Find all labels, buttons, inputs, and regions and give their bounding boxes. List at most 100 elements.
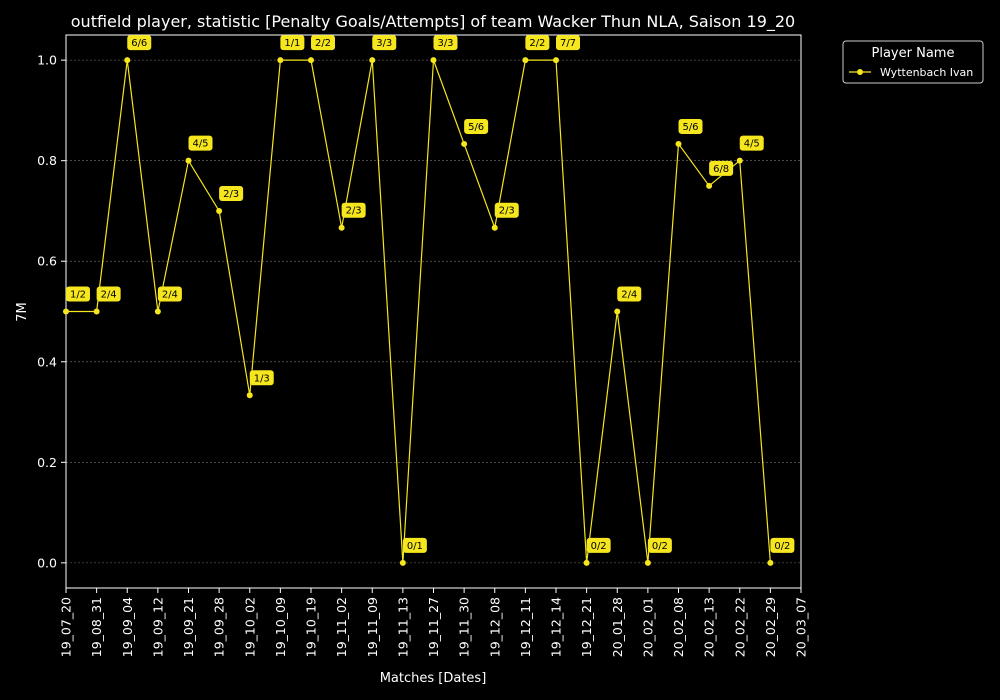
- data-label-box: [586, 537, 611, 553]
- data-point: [461, 140, 468, 147]
- data-label-box: [494, 202, 519, 218]
- data-label: 2/2: [315, 38, 331, 49]
- x-tick-label: 19_09_04: [120, 597, 135, 657]
- data-label-box: [402, 537, 427, 553]
- x-axis-label: Matches [Dates]: [380, 671, 487, 686]
- data-label: 0/1: [407, 541, 423, 552]
- data-label: 1/1: [284, 38, 300, 49]
- data-label-box: [678, 118, 703, 134]
- data-label: 1/2: [70, 290, 86, 301]
- data-label-box: [249, 370, 274, 386]
- data-point: [124, 57, 131, 64]
- data-label: 3/3: [376, 38, 392, 49]
- x-tick-label: 19_11_02: [334, 597, 349, 657]
- data-point: [185, 157, 192, 164]
- data-label: 7/7: [560, 38, 576, 49]
- data-point: [553, 57, 559, 64]
- grid: [66, 59, 801, 564]
- series-line: [66, 59, 771, 563]
- x-tick-label: 19_10_19: [304, 597, 319, 657]
- x-tick-label: 20_02_22: [732, 597, 747, 657]
- data-label-box: [341, 202, 366, 218]
- y-tick-label: 0.6: [37, 254, 57, 269]
- data-label-box: [66, 286, 90, 302]
- x-tick-label: 20_01_28: [610, 597, 625, 657]
- data-point: [614, 308, 621, 315]
- annotations: 1/2 2/4 6/6 2/4 4/5 2/3 1/3 1/1 2/2 2/3 3/3 0/1 3/3 5…: [66, 35, 795, 553]
- x-tick-label: 20_03_07: [794, 597, 809, 657]
- data-point: [736, 157, 743, 164]
- data-point: [430, 57, 437, 64]
- y-axis: 0.0 0.2 0.4 0.6 0.8 1.0: [37, 53, 66, 570]
- data-point: [491, 224, 498, 231]
- data-label-box: [127, 35, 152, 51]
- x-tick-label: 20_02_01: [640, 597, 655, 657]
- x-tick-label: 19_12_14: [549, 597, 564, 657]
- data-label-box: [372, 35, 397, 51]
- x-tick-label: 19_12_08: [487, 597, 502, 657]
- data-point: [93, 308, 100, 315]
- data-label: 6/6: [131, 38, 147, 49]
- chart-title: outfield player, statistic [Penalty Goal…: [71, 12, 795, 32]
- y-tick-label: 0.4: [37, 354, 57, 369]
- data-label-box: [556, 35, 580, 51]
- x-tick-label: 19_08_31: [89, 597, 104, 657]
- data-label-box: [464, 118, 489, 134]
- data-label-box: [647, 537, 672, 553]
- y-tick-label: 1.0: [37, 53, 57, 68]
- data-point: [154, 308, 161, 315]
- data-label: 3/3: [437, 38, 453, 49]
- data-point: [338, 224, 345, 231]
- x-tick-label: 20_02_08: [671, 597, 686, 657]
- data-point: [706, 182, 713, 189]
- data-label: 4/5: [192, 139, 208, 150]
- x-tick-label: 19_10_02: [242, 597, 257, 657]
- y-tick-label: 0.0: [37, 555, 57, 570]
- x-tick-label: 19_11_09: [365, 597, 380, 657]
- data-label: 4/5: [744, 139, 760, 150]
- data-label-box: [433, 35, 458, 51]
- data-label: 6/8: [713, 164, 729, 175]
- data-point: [277, 57, 284, 64]
- data-label-box: [157, 286, 182, 302]
- data-label-box: [96, 286, 121, 302]
- data-point: [583, 559, 590, 566]
- x-tick-label: 20_02_13: [702, 597, 717, 657]
- data-label: 2/3: [346, 206, 362, 217]
- x-tick-label: 19_11_13: [395, 597, 410, 657]
- series-layer: [63, 57, 774, 566]
- data-point: [369, 57, 376, 64]
- data-label-box: [525, 35, 550, 51]
- y-tick-label: 0.2: [37, 455, 57, 470]
- x-tick-label: 19_10_09: [273, 597, 288, 657]
- data-point: [399, 559, 406, 566]
- x-tick-label: 19_11_27: [426, 597, 441, 657]
- x-tick-label: 19_12_21: [579, 597, 594, 657]
- legend-title: Player Name: [872, 46, 955, 61]
- data-label: 5/6: [468, 122, 484, 133]
- legend-series-label: Wyttenbach Ivan: [880, 66, 973, 79]
- data-label-box: [709, 160, 734, 176]
- data-label: 0/2: [591, 541, 607, 552]
- data-label: 2/3: [499, 206, 515, 217]
- data-point: [767, 559, 774, 566]
- data-label-box: [280, 35, 305, 51]
- legend-box: [842, 40, 984, 84]
- data-label: 2/2: [529, 38, 545, 49]
- data-label: 1/3: [254, 373, 270, 384]
- data-label: 0/2: [774, 541, 790, 552]
- y-tick-label: 0.8: [37, 153, 57, 168]
- data-label-box: [219, 185, 244, 201]
- data-label: 5/6: [682, 122, 698, 133]
- data-point: [644, 559, 651, 566]
- data-label: 2/4: [162, 290, 178, 301]
- data-label: 0/2: [652, 541, 668, 552]
- data-label-box: [770, 537, 795, 553]
- x-tick-label: 20_02_29: [763, 597, 778, 657]
- y-axis-label: 7M: [15, 302, 30, 322]
- data-label: 2/4: [101, 290, 117, 301]
- x-tick-label: 19_09_12: [150, 597, 165, 657]
- data-point: [63, 308, 69, 315]
- legend-series-marker: [857, 69, 863, 75]
